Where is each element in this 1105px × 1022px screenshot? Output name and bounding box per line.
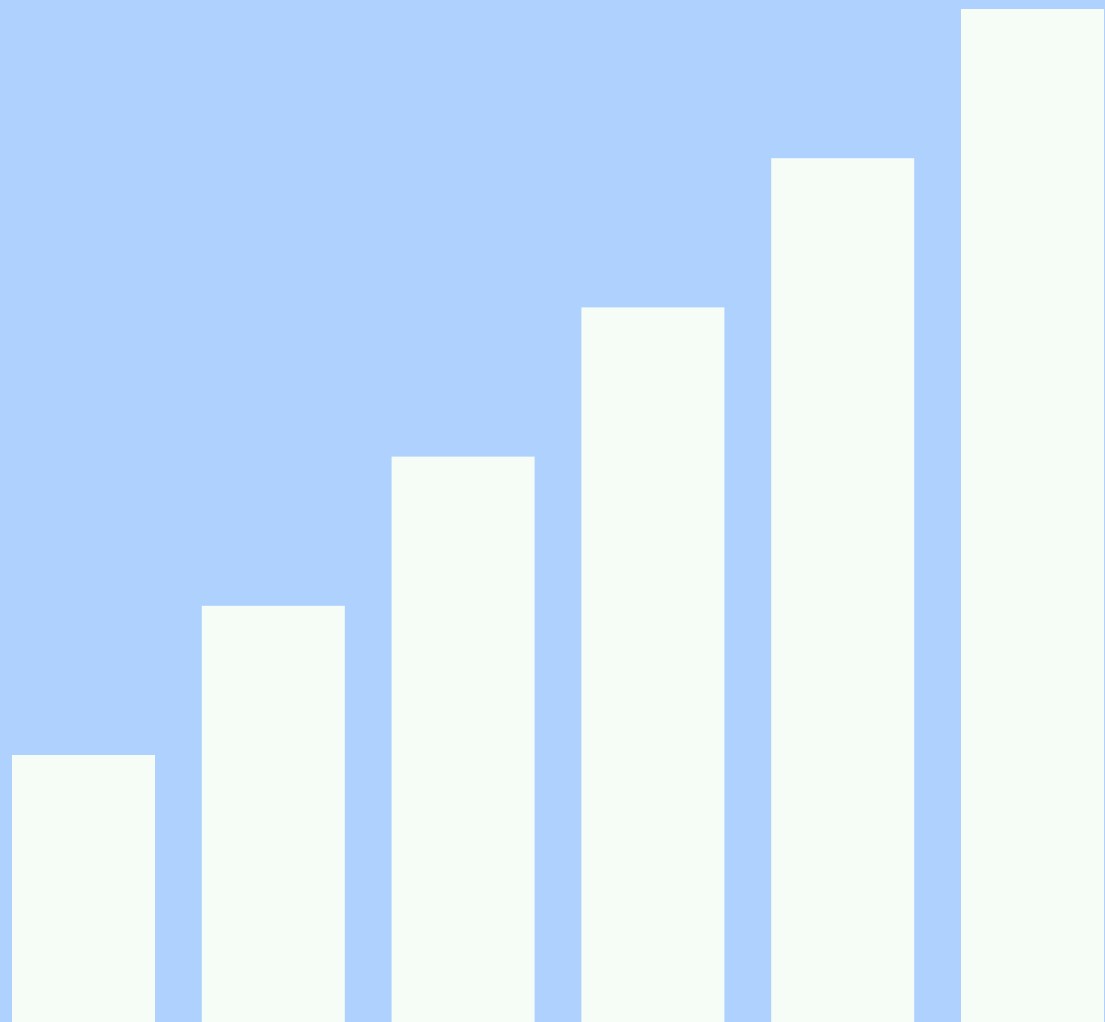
bar-5 [771, 158, 915, 1022]
bars-group [12, 9, 1104, 1022]
bar-1 [12, 755, 155, 1022]
bar-4 [581, 307, 725, 1022]
bar-6 [961, 9, 1104, 1022]
bar-2 [201, 605, 345, 1022]
bar-3 [391, 456, 535, 1022]
